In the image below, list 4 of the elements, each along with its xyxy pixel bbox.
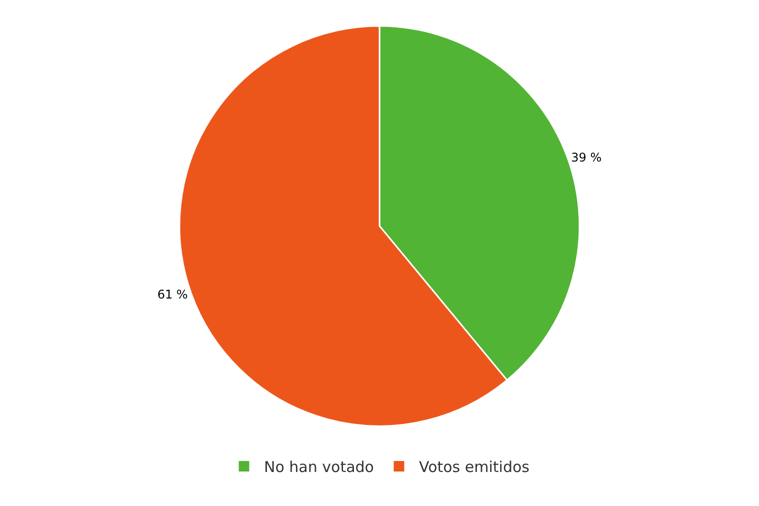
data-label: 61 % [157,288,188,302]
legend-label: Votos emitidos [418,458,530,476]
legend-label: No han votado [264,458,374,476]
data-label: 39 % [571,150,602,164]
